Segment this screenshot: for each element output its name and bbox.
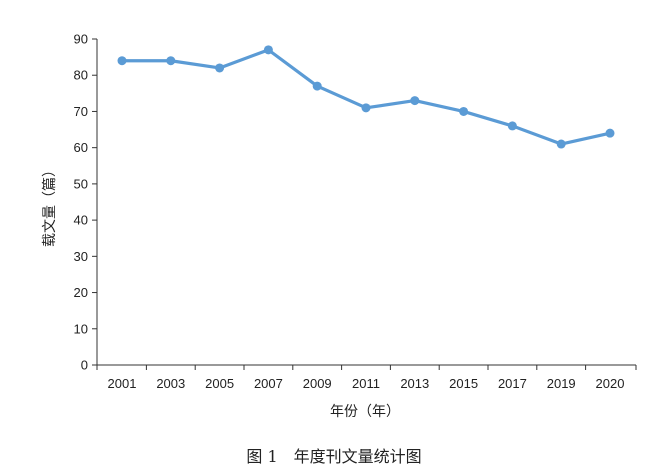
data-point <box>263 45 273 55</box>
x-tick-label: 2017 <box>498 376 527 391</box>
y-tick-label: 0 <box>81 358 88 373</box>
y-tick-label: 40 <box>74 213 88 228</box>
y-tick-label: 60 <box>74 140 88 155</box>
data-point <box>410 96 420 106</box>
x-tick-label: 2013 <box>400 376 429 391</box>
data-point <box>605 128 615 138</box>
x-tick-label: 2020 <box>596 376 625 391</box>
data-point <box>215 63 225 73</box>
x-tick-label: 2005 <box>205 376 234 391</box>
x-tick-label: 2015 <box>449 376 478 391</box>
x-tick-label: 2009 <box>303 376 332 391</box>
series-line <box>120 48 612 146</box>
figure-caption: 图 1 年度刊文量统计图 <box>246 447 421 466</box>
y-tick-label: 70 <box>74 104 88 119</box>
x-tick-label: 2011 <box>352 376 380 391</box>
series-group <box>117 45 615 149</box>
data-point <box>166 56 176 66</box>
y-tick-label: 20 <box>74 285 88 300</box>
x-tick-label: 2003 <box>156 376 185 391</box>
x-axis-title: 年份（年） <box>330 404 400 420</box>
x-axis: 2001 2003 2005 2007 2009 2011 2013 2015 2017 2019… <box>96 364 637 391</box>
data-point <box>507 121 517 131</box>
x-tick-label: 2019 <box>547 376 576 391</box>
data-point <box>459 106 469 116</box>
y-tick-label: 30 <box>74 249 88 264</box>
x-tick-label: 2007 <box>254 376 283 391</box>
data-point <box>312 81 322 91</box>
data-point <box>361 103 371 113</box>
data-point <box>117 56 127 66</box>
y-tick-label: 80 <box>74 68 88 83</box>
y-tick-label: 10 <box>74 321 88 336</box>
y-axis: 0 10 20 30 40 50 60 70 80 90 <box>74 32 98 373</box>
y-axis-title: 载文量（篇） <box>42 163 58 247</box>
y-tick-label: 90 <box>74 32 88 47</box>
x-tick-label: 2001 <box>108 376 137 391</box>
data-point <box>556 139 566 149</box>
y-tick-label: 50 <box>74 176 88 191</box>
